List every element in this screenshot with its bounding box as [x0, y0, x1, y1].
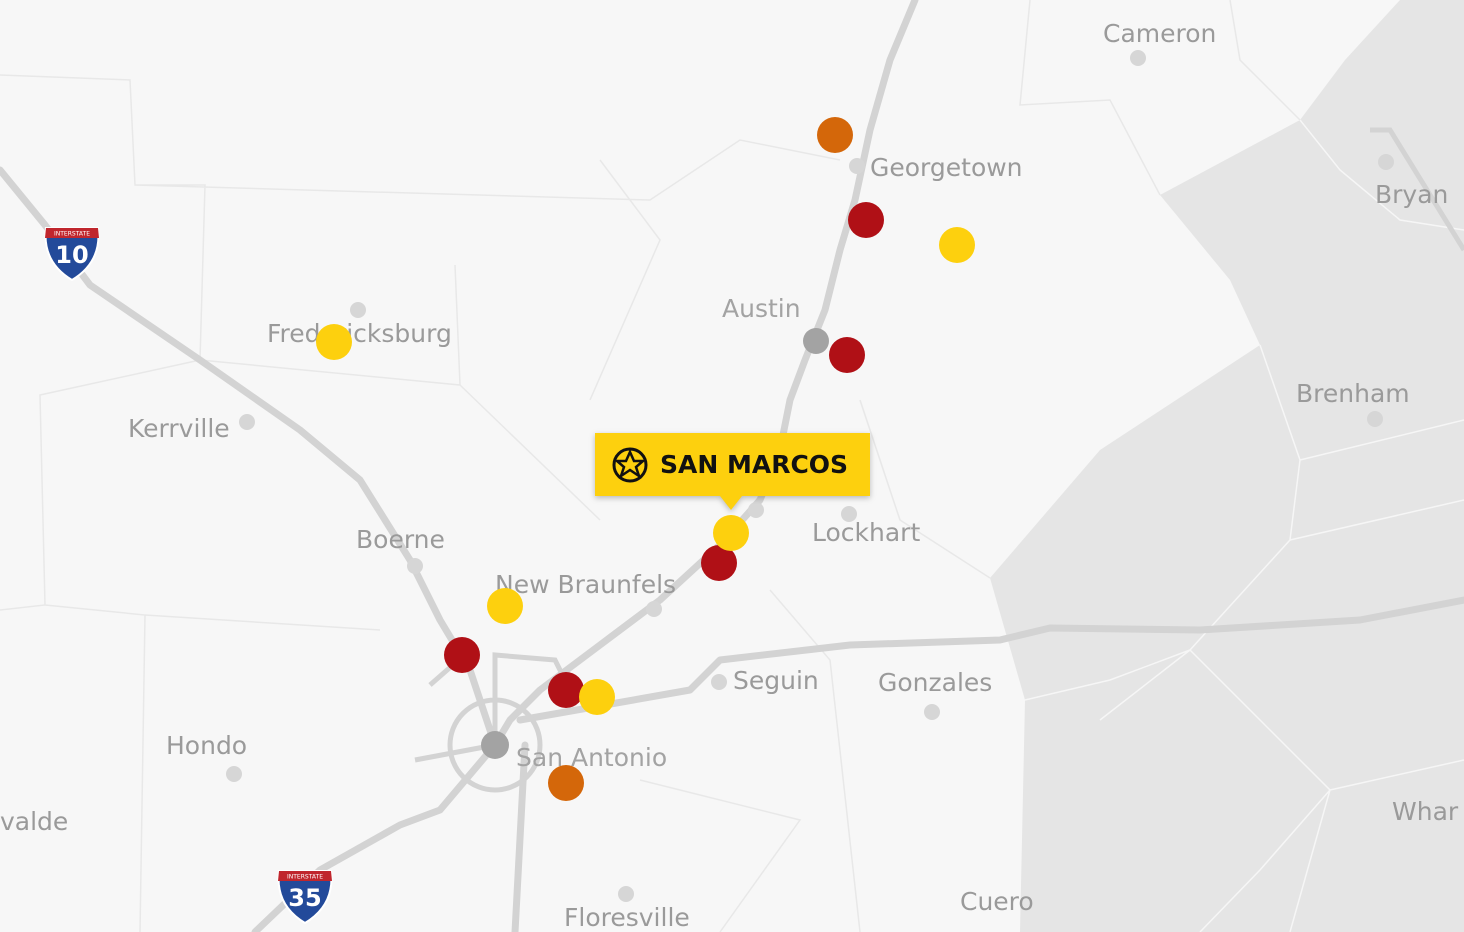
shield-caption: INTERSTATE — [287, 874, 323, 881]
marker[interactable] — [487, 588, 523, 624]
shield-caption: INTERSTATE — [54, 231, 90, 238]
city-label: Boerne — [356, 525, 445, 554]
city-label: Fredericksburg — [267, 319, 452, 348]
city-label: Kerrville — [128, 414, 230, 443]
city-dot — [803, 328, 829, 354]
shield-number: 35 — [288, 884, 321, 912]
city-labels: Cameron Georgetown Bryan Austin Frederic… — [0, 19, 1459, 932]
interstate-shield: INTERSTATE 10 — [44, 227, 100, 282]
city-label: Gonzales — [878, 668, 992, 697]
city-dot — [226, 766, 242, 782]
city-dot — [748, 502, 764, 518]
city-label: Whar — [1392, 797, 1459, 826]
city-dot — [407, 558, 423, 574]
county-lines — [0, 0, 1301, 932]
city-label: Lockhart — [812, 518, 920, 547]
marker[interactable] — [817, 117, 853, 153]
city-dot — [618, 886, 634, 902]
callout-label: SAN MARCOS — [660, 450, 848, 479]
city-label: valde — [0, 807, 68, 836]
city-dot — [646, 601, 662, 617]
marker[interactable] — [579, 679, 615, 715]
city-label: San Antonio — [516, 743, 667, 772]
shield-number: 10 — [55, 241, 88, 269]
city-label: Austin — [722, 294, 801, 323]
marker[interactable] — [829, 337, 865, 373]
marker[interactable] — [316, 324, 352, 360]
marker[interactable] — [701, 545, 737, 581]
interstate-shield: INTERSTATE 35 — [277, 870, 333, 925]
city-label: Georgetown — [870, 153, 1023, 182]
region-county-lines — [1024, 119, 1464, 932]
city-dot — [350, 302, 366, 318]
marker[interactable] — [548, 672, 584, 708]
city-label: New Braunfels — [495, 570, 676, 599]
city-dot — [849, 158, 865, 174]
city-dot — [841, 506, 857, 522]
city-label: Brenham — [1296, 379, 1410, 408]
city-label: Cameron — [1103, 19, 1216, 48]
city-dot — [711, 674, 727, 690]
city-label: Cuero — [960, 887, 1034, 916]
city-dot — [239, 414, 255, 430]
city-label: Bryan — [1375, 180, 1448, 209]
city-label: Floresville — [564, 903, 690, 932]
star-icon — [612, 447, 648, 483]
city-dot — [481, 731, 509, 759]
marker[interactable] — [939, 227, 975, 263]
marker[interactable] — [713, 515, 749, 551]
city-dot — [924, 704, 940, 720]
markers — [316, 117, 975, 801]
marker[interactable] — [444, 637, 480, 673]
city-dots — [226, 50, 1394, 902]
marker[interactable] — [848, 202, 884, 238]
city-dot — [1378, 154, 1394, 170]
city-dot — [1130, 50, 1146, 66]
city-label: Hondo — [166, 731, 247, 760]
callout[interactable]: SAN MARCOS — [595, 433, 870, 510]
city-label: Seguin — [733, 666, 819, 695]
region-shade — [990, 0, 1464, 932]
marker[interactable] — [548, 765, 584, 801]
city-dot — [1367, 411, 1383, 427]
